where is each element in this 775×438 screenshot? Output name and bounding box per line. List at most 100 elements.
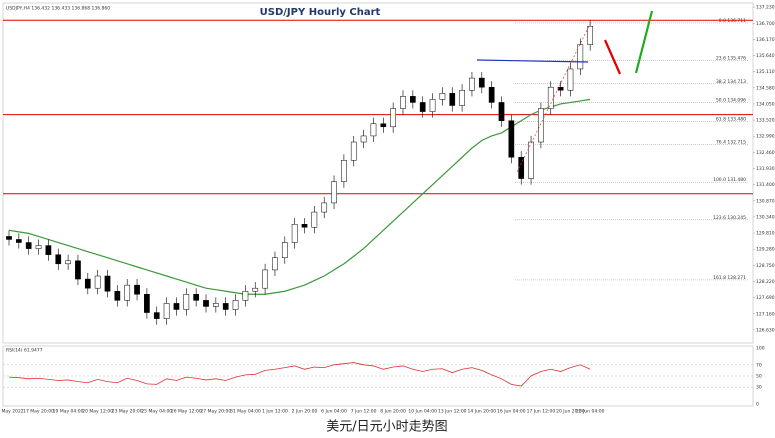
arrow-up [634, 10, 654, 74]
y-tick-label: 126.630 [756, 327, 775, 333]
candle-body [213, 303, 219, 307]
fib-label: 50.0 134.096 [716, 98, 746, 104]
candle-body [144, 294, 150, 313]
candle-body [331, 181, 337, 204]
candle-body [360, 135, 367, 143]
candle-body [193, 294, 200, 301]
candle-body [439, 93, 446, 100]
candle-body [94, 275, 101, 289]
candle-body [350, 141, 357, 161]
candle-body [557, 86, 564, 91]
x-tick-label: 20 May 12:00 [82, 409, 113, 415]
candle-body [380, 123, 387, 128]
x-tick-label: 27 May 20:00 [200, 409, 231, 415]
candle-body [222, 303, 229, 310]
candle-body [587, 26, 593, 45]
candle-body [488, 86, 495, 103]
candle-body [65, 260, 71, 265]
arrow-down [603, 39, 622, 75]
rsi-tick-label: 30 [756, 385, 762, 391]
candle-body [45, 245, 52, 255]
candle-body [134, 284, 140, 295]
y-tick-label: 127.160 [756, 311, 775, 317]
candle-body [183, 294, 190, 310]
y-tick-label: 129.280 [756, 247, 775, 253]
candle-body [518, 157, 525, 179]
fib-label: 76.4 132.715 [716, 140, 746, 146]
y-tick-label: 131.930 [756, 166, 775, 172]
price-panel [2, 2, 754, 344]
x-tick-label: 19 May 04:00 [53, 409, 84, 415]
x-tick-label: 26 May 12:00 [171, 409, 202, 415]
candle-body [478, 77, 485, 88]
x-tick-label: 22 Jun 04:00 [576, 409, 605, 415]
candle-body [35, 245, 42, 249]
y-tick-label: 130.870 [756, 198, 775, 204]
y-tick-label: 129.810 [756, 231, 775, 237]
y-tick-label: 136.170 [756, 37, 775, 43]
x-tick-label: 2 Jun 20:00 [292, 409, 318, 415]
rsi-tick-label: 100 [756, 346, 765, 352]
candle-body [341, 160, 347, 182]
candle-body [272, 257, 278, 271]
fib-label: 23.6 135.476 [716, 56, 746, 62]
candle-body [429, 99, 436, 112]
y-tick-label: 127.690 [756, 295, 775, 301]
candle-body [547, 86, 554, 109]
y-tick-label: 128.220 [756, 279, 775, 285]
trend-line [476, 59, 589, 63]
y-tick-label: 137.230 [756, 5, 775, 11]
y-tick-label: 136.700 [756, 21, 775, 27]
candle-body [291, 223, 298, 243]
rsi-tick-label: 50 [756, 374, 762, 380]
x-tick-label: 31 May 04:00 [230, 409, 261, 415]
x-tick-label: 16 May 2022 [0, 409, 24, 415]
x-tick-label: 20 Jun 20:00 [556, 409, 585, 415]
caption: 美元/日元小时走势图 [326, 419, 447, 435]
header: USDJPY,H4 136.432 136.433 136.868 136.86… [6, 6, 110, 12]
y-tick-label: 132.990 [756, 134, 775, 140]
candle-body [281, 242, 288, 258]
candle-body [321, 202, 328, 213]
x-tick-label: 17 Jun 12:00 [527, 409, 556, 415]
x-tick-label: 7 Jun 12:00 [351, 409, 377, 415]
candle-body [538, 108, 544, 143]
candle-body [390, 108, 396, 128]
y-tick-label: 128.750 [756, 263, 775, 269]
trend-line [516, 23, 591, 173]
x-tick-label: 16 Jun 04:00 [497, 409, 526, 415]
y-tick-label: 131.400 [756, 182, 775, 188]
candle-body [16, 239, 22, 243]
x-tick-label: 14 Jun 20:00 [468, 409, 497, 415]
y-tick-label: 132.460 [756, 150, 775, 156]
candle-body [311, 211, 318, 228]
candle-body [232, 300, 239, 310]
fib-label: 0.0 136.711 [719, 18, 746, 24]
y-tick-label: 135.110 [756, 69, 775, 75]
x-tick-label: 25 May 04:00 [141, 409, 172, 415]
candle-body [567, 68, 574, 91]
x-tick-label: 13 Jun 12:00 [438, 409, 467, 415]
fib-label: 38.2 134.713 [716, 79, 746, 85]
moving-average [8, 98, 591, 295]
candle-body [203, 300, 209, 307]
fib-label: 100.0 131.480 [713, 177, 746, 183]
candle-body [419, 102, 426, 112]
annotations [476, 10, 654, 173]
rsi-line [8, 362, 591, 387]
candle-body [25, 242, 32, 249]
candle-body [124, 284, 131, 301]
candle-body [459, 90, 465, 106]
y-tick-label: 134.580 [756, 85, 775, 91]
x-tick-label: 23 May 20:00 [112, 409, 143, 415]
rsi-title: RSI(14) 61.9477 [6, 348, 43, 354]
candle-body [242, 290, 249, 301]
candle-body [104, 275, 111, 292]
candle-body [528, 141, 534, 179]
candle-body [301, 223, 308, 228]
candle-body [84, 278, 91, 289]
rsi-tick-label: 0 [756, 402, 759, 408]
y-tick-label: 135.640 [756, 53, 775, 59]
candle-body [262, 269, 268, 289]
candle-body [498, 102, 505, 121]
